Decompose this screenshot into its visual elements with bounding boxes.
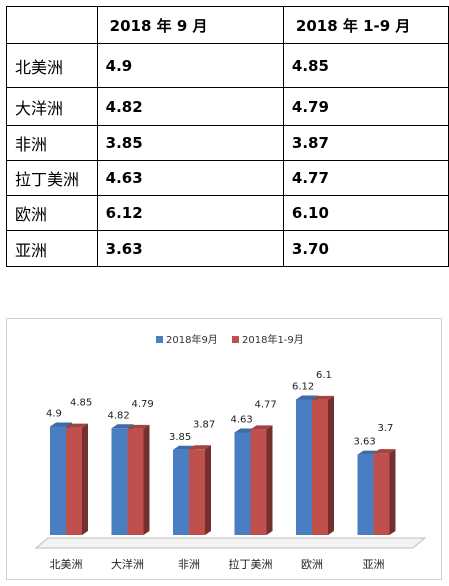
category-label-0: 北美洲 <box>50 558 83 571</box>
data-table: 2018 年 9 月 2018 年 1-9 月 北美洲 4.9 4.85 大洋洲 4.8… <box>6 6 449 267</box>
bar-1-2 <box>189 449 205 535</box>
bar-top-1-1 <box>127 424 150 429</box>
region-cell: 北美洲 <box>6 43 98 88</box>
bar-0-0 <box>50 426 66 535</box>
bar-side-1-1 <box>143 424 150 535</box>
legend-label-0: 2018年9月 <box>166 333 218 346</box>
data-label-1-1: 4.79 <box>132 399 154 410</box>
header-cell-ytd: 2018 年 1-9 月 <box>282 6 449 44</box>
region-cell: 非洲 <box>6 125 98 161</box>
table-header-row: 2018 年 9 月 2018 年 1-9 月 <box>6 6 449 44</box>
bar-1-3 <box>250 429 267 535</box>
ytd-value-cell: 4.77 <box>282 160 449 196</box>
bar-side-1-0 <box>82 423 88 535</box>
data-label-0-4: 6.12 <box>292 381 314 392</box>
ytd-value-cell: 4.85 <box>282 43 449 88</box>
legend-swatch-1 <box>232 336 239 343</box>
bar-1-5 <box>373 453 390 535</box>
bar-top-1-3 <box>250 425 273 430</box>
bar-top-0-2 <box>173 445 195 450</box>
category-label-3: 拉丁美洲 <box>229 557 273 571</box>
bar-top-1-2 <box>189 445 211 450</box>
bar-top-0-1 <box>111 424 134 429</box>
sep-value-cell: 4.63 <box>96 160 284 196</box>
region-cell: 亚洲 <box>6 230 98 267</box>
bar-0-4 <box>296 399 312 535</box>
category-label-5: 亚洲 <box>363 558 385 571</box>
bar-1-0 <box>66 427 82 535</box>
bar-top-1-4 <box>312 395 334 400</box>
bar-side-1-4 <box>328 395 334 535</box>
bar-side-1-5 <box>389 449 396 535</box>
bar-chart: 2018年9月 2018年1-9月 4.9 4.85 北美洲 4.824.79 大洋洲 3.8… <box>34 333 427 571</box>
header-cell-empty <box>6 6 98 44</box>
sep-value-cell: 4.9 <box>96 43 284 88</box>
bar-side-1-3 <box>266 425 273 535</box>
bar-1-4 <box>312 399 328 535</box>
category-label-4: 欧洲 <box>301 558 323 571</box>
legend-swatch-0 <box>156 336 163 343</box>
bar-0-3 <box>234 432 251 535</box>
table-row: 大洋洲 4.82 4.79 <box>6 87 449 126</box>
header-cell-sep: 2018 年 9 月 <box>96 6 284 44</box>
chart-floor <box>34 537 427 549</box>
bar-0-5 <box>357 454 374 535</box>
bar-side-1-2 <box>205 445 211 535</box>
ytd-value-cell: 4.79 <box>282 87 449 126</box>
data-label-0-5: 3.63 <box>354 437 376 448</box>
ytd-value-cell: 3.87 <box>282 125 449 161</box>
bar-0-2 <box>173 449 189 535</box>
bar-0-1 <box>111 428 128 535</box>
sep-value-cell: 6.12 <box>96 195 284 231</box>
data-label-1-3: 4.77 <box>255 399 277 410</box>
bar-top-1-5 <box>373 449 396 454</box>
table-body: 北美洲 4.9 4.85 大洋洲 4.82 4.79 非洲 3.85 3.87 拉丁美洲 4.63 4… <box>6 43 449 267</box>
region-cell: 欧洲 <box>6 195 98 231</box>
data-label-0-0: 4.9 <box>46 409 62 420</box>
bar-top-1-0 <box>66 423 88 428</box>
data-label-0-2: 3.85 <box>169 432 191 443</box>
table-row: 拉丁美洲 4.63 4.77 <box>6 160 449 196</box>
bar-top-0-4 <box>296 395 318 400</box>
data-label-0-3: 4.63 <box>231 414 253 425</box>
ytd-value-cell: 3.70 <box>282 230 449 267</box>
bar-top-0-0 <box>50 422 72 427</box>
sep-value-cell: 3.85 <box>96 125 284 161</box>
category-label-1: 大洋洲 <box>111 557 144 571</box>
table-row: 非洲 3.85 3.87 <box>6 125 449 161</box>
ytd-value-cell: 6.10 <box>282 195 449 231</box>
data-label-1-0: 4.85 <box>70 398 92 409</box>
sep-value-cell: 4.82 <box>96 87 284 126</box>
table-row: 亚洲 3.63 3.70 <box>6 230 449 267</box>
table-row: 欧洲 6.12 6.10 <box>6 195 449 231</box>
data-label-0-1: 4.82 <box>108 410 130 421</box>
legend-label-1: 2018年1-9月 <box>242 333 304 346</box>
data-label-1-5: 3.7 <box>378 423 394 434</box>
bar-1-1 <box>127 428 144 535</box>
data-label-1-2: 3.87 <box>193 419 215 430</box>
table-row: 北美洲 4.9 4.85 <box>6 43 449 88</box>
region-cell: 大洋洲 <box>6 87 98 126</box>
category-label-2: 非洲 <box>178 558 200 571</box>
data-label-1-4: 6.1 <box>316 370 332 381</box>
region-cell: 拉丁美洲 <box>6 160 98 196</box>
sep-value-cell: 3.63 <box>96 230 284 267</box>
